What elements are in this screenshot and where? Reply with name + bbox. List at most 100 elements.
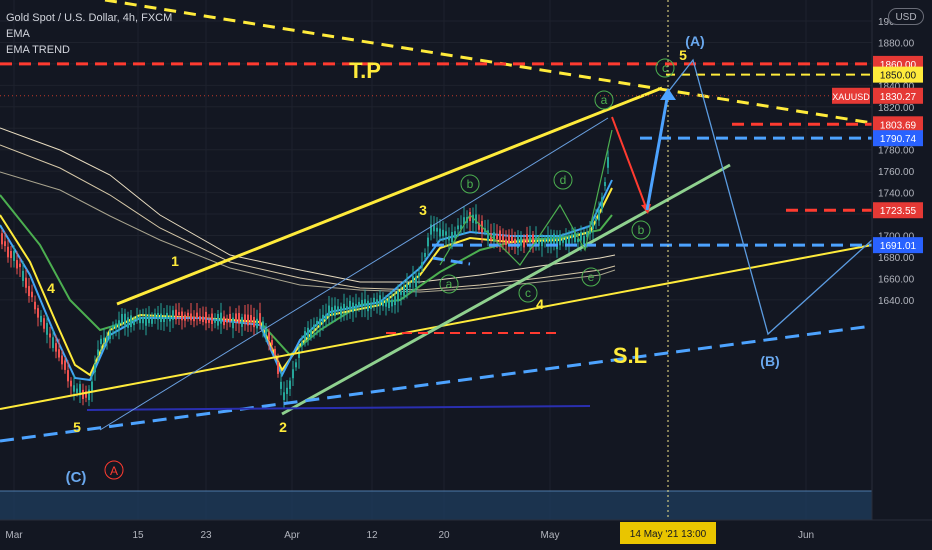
candle (427, 237, 429, 247)
candle (577, 238, 579, 243)
y-tick-label: 1740.00 (878, 189, 915, 200)
candle (13, 250, 15, 261)
candle (208, 319, 210, 323)
impulse-label-2: 2 (279, 419, 287, 435)
candle (19, 263, 21, 268)
candle (25, 277, 27, 288)
candle (448, 236, 450, 241)
candle (430, 224, 432, 235)
sub-wave-path (439, 129, 613, 266)
candle (235, 313, 237, 322)
candle (202, 316, 204, 322)
candle (262, 321, 264, 331)
candle (283, 392, 285, 400)
tp-trendline (104, 0, 873, 125)
chart-title: Gold Spot / U.S. Dollar, 4h, FXCM (6, 12, 173, 24)
current-price-tag (873, 87, 923, 104)
candle (307, 327, 309, 338)
candle (517, 236, 519, 249)
candle (106, 336, 108, 342)
candle (457, 225, 459, 230)
indicator-ema-trend[interactable]: EMA TREND (6, 44, 70, 56)
tp-label: T.P (349, 58, 381, 83)
candle (289, 380, 291, 389)
candle (349, 300, 351, 310)
candle (343, 303, 345, 311)
candle (166, 312, 168, 320)
candle (598, 210, 600, 221)
candle (409, 283, 411, 288)
candle (337, 306, 339, 311)
candle (91, 381, 93, 393)
candle (391, 299, 393, 307)
circle-A-red (104, 460, 124, 480)
candle (196, 312, 198, 319)
candle (454, 231, 456, 238)
candle (10, 251, 12, 259)
sub-a-top-label: a (601, 93, 608, 107)
currency-button[interactable]: USD (888, 8, 924, 25)
candle (142, 317, 144, 324)
y-tick-label: 1700.00 (878, 232, 915, 243)
indicator-ema[interactable]: EMA (6, 28, 30, 40)
candle (82, 389, 84, 399)
candle (505, 239, 507, 245)
wave-A-label: (A) (685, 33, 704, 49)
candle (190, 313, 192, 321)
candle (439, 228, 441, 237)
candle (601, 197, 603, 209)
candle (415, 276, 417, 288)
projection-path (667, 58, 873, 336)
candle (322, 314, 324, 324)
ema-trend-green (0, 194, 613, 357)
candle (70, 380, 72, 387)
candle (268, 332, 270, 340)
symbol-tag-label: XAUUSD (832, 92, 870, 102)
candle (103, 337, 105, 343)
x-tick-label: 23 (200, 530, 212, 541)
candle (523, 239, 525, 248)
sub-a-top (594, 90, 614, 110)
ema-beige-2 (0, 144, 616, 291)
candle (436, 227, 438, 232)
candle (499, 230, 501, 242)
candle (346, 306, 348, 310)
candle (487, 230, 489, 242)
candle (496, 234, 498, 240)
candle (67, 370, 69, 382)
crosshair-date-tag (620, 522, 716, 544)
candle (451, 231, 453, 243)
candle (394, 296, 396, 306)
channel-upper (116, 86, 663, 306)
x-tick-label: 15 (132, 530, 144, 541)
green-support-line (281, 163, 731, 416)
candle (58, 349, 60, 358)
blue-arrow-up (645, 92, 670, 211)
candle (358, 301, 360, 307)
candle (238, 313, 240, 324)
candle (301, 341, 303, 346)
candle (442, 229, 444, 237)
candle (535, 235, 537, 244)
candle (97, 349, 99, 356)
candle (112, 325, 114, 329)
blue-b-dash (432, 256, 471, 266)
candle (256, 318, 258, 329)
candle (130, 315, 132, 328)
candle (331, 307, 333, 316)
sub-a-mid-label: a (446, 277, 453, 291)
candle (565, 237, 567, 246)
level-tag (873, 130, 923, 147)
sub-a-mid (439, 274, 459, 294)
wave-C-label: (C) (66, 469, 87, 486)
sub-c-top-label: c (662, 61, 668, 75)
candle (469, 212, 471, 222)
candle (355, 303, 357, 310)
candle (433, 224, 435, 232)
candle (181, 311, 183, 321)
red-arrow-down (611, 116, 648, 211)
wave-B-label: (B) (760, 353, 779, 369)
candle (37, 308, 39, 318)
